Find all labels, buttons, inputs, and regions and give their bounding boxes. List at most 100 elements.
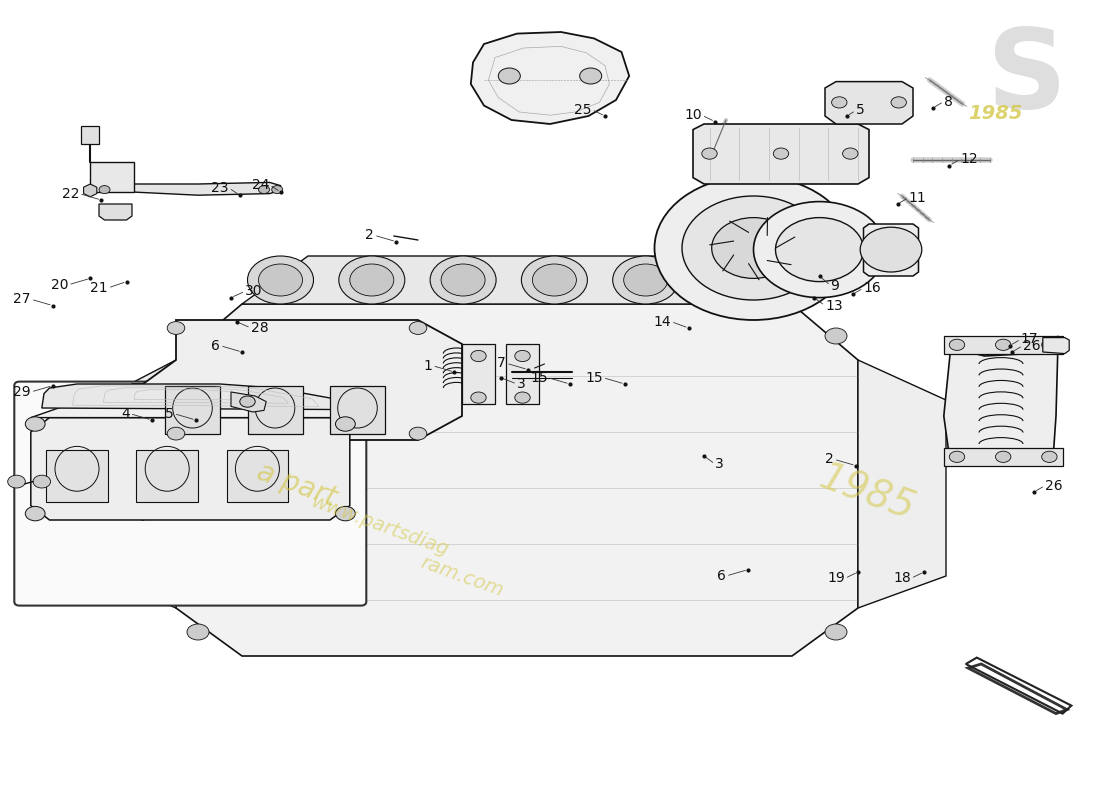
Polygon shape — [968, 664, 1067, 714]
Polygon shape — [471, 32, 629, 124]
FancyBboxPatch shape — [14, 382, 366, 606]
Circle shape — [339, 256, 405, 304]
Text: 15: 15 — [530, 370, 548, 385]
Circle shape — [754, 202, 886, 298]
Text: 21: 21 — [90, 281, 108, 295]
Text: 24: 24 — [252, 178, 270, 192]
Text: 16: 16 — [864, 281, 881, 295]
Text: 6: 6 — [211, 338, 220, 353]
Bar — [136, 450, 198, 502]
Polygon shape — [31, 398, 350, 418]
Circle shape — [715, 264, 759, 296]
Text: 4: 4 — [121, 406, 130, 421]
Circle shape — [350, 264, 394, 296]
Text: 7: 7 — [497, 356, 506, 370]
Bar — [46, 450, 108, 502]
Text: 30: 30 — [245, 284, 263, 298]
Circle shape — [471, 350, 486, 362]
Text: 17: 17 — [1021, 332, 1038, 346]
Circle shape — [702, 148, 717, 159]
Polygon shape — [825, 82, 913, 124]
Circle shape — [949, 339, 965, 350]
Circle shape — [682, 196, 825, 300]
Text: 10: 10 — [684, 108, 702, 122]
Polygon shape — [944, 336, 1058, 464]
Circle shape — [441, 264, 485, 296]
Circle shape — [240, 396, 255, 407]
Text: 1985: 1985 — [814, 458, 920, 528]
Text: 11: 11 — [909, 190, 926, 205]
Text: 27: 27 — [13, 292, 31, 306]
Polygon shape — [693, 124, 869, 184]
Circle shape — [187, 624, 209, 640]
Circle shape — [773, 148, 789, 159]
Circle shape — [996, 451, 1011, 462]
Circle shape — [167, 322, 185, 334]
Text: 3: 3 — [715, 457, 724, 471]
Text: 13: 13 — [825, 298, 843, 313]
Circle shape — [1042, 451, 1057, 462]
Text: ram.com: ram.com — [418, 553, 506, 600]
Polygon shape — [176, 304, 858, 656]
Bar — [227, 450, 288, 502]
Bar — [462, 344, 495, 404]
Circle shape — [167, 427, 185, 440]
Circle shape — [712, 218, 795, 278]
Text: a part: a part — [253, 458, 340, 512]
Text: 1985: 1985 — [968, 104, 1023, 123]
Text: 22: 22 — [62, 186, 79, 201]
Bar — [165, 386, 220, 434]
Circle shape — [825, 624, 847, 640]
Text: 23: 23 — [211, 181, 229, 195]
Circle shape — [25, 417, 45, 431]
Circle shape — [996, 339, 1011, 350]
Circle shape — [515, 392, 530, 403]
Text: 26: 26 — [1023, 338, 1041, 353]
Polygon shape — [99, 360, 176, 608]
Text: 3: 3 — [517, 377, 526, 391]
Polygon shape — [84, 184, 97, 197]
Text: 20: 20 — [51, 278, 68, 292]
Circle shape — [825, 328, 847, 344]
Circle shape — [532, 264, 576, 296]
Circle shape — [336, 506, 355, 521]
Circle shape — [580, 68, 602, 84]
Bar — [90, 162, 134, 192]
Polygon shape — [231, 392, 266, 412]
Bar — [506, 344, 539, 404]
Text: 15: 15 — [585, 370, 603, 385]
Circle shape — [430, 256, 496, 304]
Circle shape — [336, 417, 355, 431]
Circle shape — [258, 186, 270, 194]
Circle shape — [248, 256, 314, 304]
Circle shape — [1042, 339, 1057, 350]
Text: 29: 29 — [13, 385, 31, 399]
Bar — [944, 336, 1063, 354]
Text: 8: 8 — [944, 94, 953, 109]
Bar — [81, 126, 99, 144]
Circle shape — [704, 256, 770, 304]
Text: www.partsdiag: www.partsdiag — [308, 493, 451, 560]
Circle shape — [471, 392, 486, 403]
Circle shape — [25, 506, 45, 521]
Text: 18: 18 — [893, 571, 911, 586]
Bar — [944, 448, 1063, 466]
Circle shape — [832, 97, 847, 108]
Circle shape — [409, 427, 427, 440]
Text: 14: 14 — [653, 314, 671, 329]
Polygon shape — [42, 384, 350, 410]
Circle shape — [949, 451, 965, 462]
Circle shape — [187, 328, 209, 344]
Text: 12: 12 — [960, 152, 978, 166]
Bar — [248, 386, 302, 434]
Circle shape — [515, 350, 530, 362]
Text: 26: 26 — [1045, 478, 1063, 493]
Polygon shape — [864, 224, 918, 276]
Circle shape — [99, 186, 110, 194]
Text: 25: 25 — [574, 102, 592, 117]
Text: 2: 2 — [365, 228, 374, 242]
Circle shape — [258, 264, 303, 296]
Polygon shape — [858, 360, 946, 608]
Text: 5: 5 — [165, 406, 174, 421]
Circle shape — [613, 256, 679, 304]
